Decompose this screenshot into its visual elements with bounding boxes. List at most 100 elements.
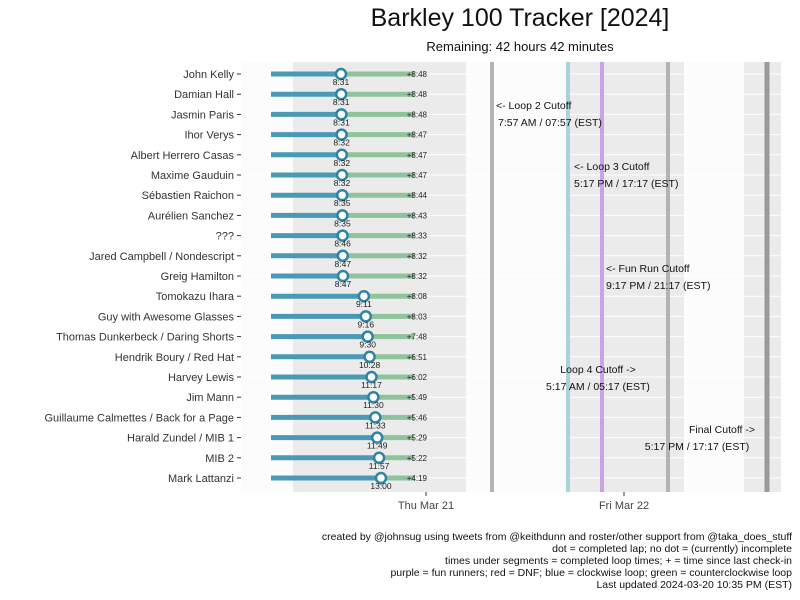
runner-name: Harvey Lewis: [168, 372, 235, 384]
checkin-label: +8:47: [407, 171, 428, 180]
loop-time-label: 8:31: [333, 97, 350, 107]
loop-time-label: 8:32: [333, 138, 350, 148]
cutoff-time: 5:17 PM / 17:17 (EST): [645, 441, 749, 453]
lap-dot: [369, 411, 382, 424]
lap-dot: [335, 108, 348, 121]
lap-dot: [367, 390, 380, 404]
checkin-label: +8:48: [407, 70, 428, 79]
loop-time-label: 9:16: [358, 319, 375, 329]
loop-time-label: 11:30: [363, 400, 384, 410]
cutoff-label: Final Cutoff ->: [689, 424, 755, 436]
cutoff-time: 5:17 PM / 17:17 (EST): [574, 178, 678, 190]
runner-name: Sébastien Raichon: [142, 190, 234, 202]
checkin-label: +4:19: [407, 474, 428, 483]
lap-dot: [374, 471, 388, 485]
runner-name: Damian Hall: [174, 89, 234, 101]
checkin-label: +5:22: [407, 454, 428, 463]
chart-title: Barkley 100 Tracker [2024]: [370, 4, 670, 32]
lap-dot: [361, 330, 374, 343]
runner-name: Ihor Verys: [184, 130, 234, 142]
cutoff-line: [566, 62, 570, 492]
checkin-label: +8:48: [407, 110, 428, 119]
runner-name: Albert Herrero Casas: [131, 150, 235, 162]
loop-time-label: 8:46: [334, 239, 351, 249]
runner-name: Jim Mann: [186, 392, 234, 404]
lap-dot: [335, 188, 349, 202]
lap-dot: [336, 229, 349, 242]
loop-time-label: 11:17: [361, 380, 382, 390]
loop-time-label: 13:00: [370, 481, 392, 491]
checkin-label: +8:03: [407, 312, 428, 321]
checkin-label: +5:29: [407, 434, 428, 443]
runner-name: Jasmin Paris: [171, 109, 234, 121]
lap-dot: [335, 148, 349, 162]
lap-dot: [335, 128, 348, 141]
checkin-label: +8:47: [407, 151, 428, 160]
loop-time-label: 11:49: [367, 441, 388, 451]
checkin-label: +8:48: [407, 90, 428, 99]
loop-time-label: 8:35: [334, 218, 351, 228]
runner-name: Maxime Gauduin: [151, 170, 234, 182]
loop-time-label: 8:35: [334, 198, 351, 208]
daylight-band: [684, 62, 744, 492]
checkin-label: +6:02: [407, 373, 428, 382]
cutoff-time: 9:17 PM / 21:17 (EST): [606, 280, 710, 292]
checkin-label: +8:32: [407, 252, 428, 261]
tracker-chart: Thu Mar 21 Fri Mar 22 8:31 +8:48 John Kelly…: [44, 62, 781, 512]
runner-name: Thomas Dunkerbeck / Daring Shorts: [56, 332, 234, 344]
x-tick-label: Fri Mar 22: [599, 500, 649, 512]
cutoff-line: [764, 62, 770, 492]
checkin-label: +5:46: [407, 413, 428, 422]
checkin-label: +8:32: [407, 272, 428, 281]
runner-name: Harald Zundel / MIB 1: [127, 433, 234, 445]
lap-dot: [357, 289, 371, 303]
footer-times-legend: times under segments = completed loop ti…: [445, 555, 792, 567]
loop-time-label: 8:47: [335, 259, 352, 269]
lap-dot: [372, 451, 386, 465]
lap-dot: [363, 350, 376, 364]
checkin-label: +8:43: [407, 211, 428, 220]
checkin-label: +6:51: [407, 353, 428, 362]
lap-dot: [334, 67, 348, 81]
footer-color-legend: purple = fun runners; red = DNF; blue = …: [390, 567, 792, 579]
footer-last-updated: Last updated 2024-03-20 10:35 PM (EST): [596, 579, 792, 591]
cutoff-line: [666, 62, 670, 492]
runner-name: John Kelly: [183, 69, 234, 81]
runner-name: Guy with Awesome Glasses: [98, 311, 235, 323]
runner-name: Jared Campbell / Nondescript: [89, 251, 234, 263]
cutoff-label: Loop 4 Cutoff ->: [560, 364, 635, 376]
checkin-label: +8:47: [407, 131, 428, 140]
runner-name: MIB 2: [205, 453, 234, 465]
footer-credit: created by @johnsug using tweets from @k…: [321, 531, 792, 543]
runner-name: Greig Hamilton: [161, 271, 234, 283]
runner-name: ???: [216, 231, 234, 243]
cutoff-time: 5:17 AM / 05:17 (EST): [546, 381, 650, 393]
cutoff-line: [600, 62, 604, 492]
checkin-label: +8:33: [407, 232, 428, 241]
lap-dot: [335, 168, 349, 182]
lap-dot: [336, 209, 349, 222]
footer-dot-legend: dot = completed lap; no dot = (currently…: [552, 543, 792, 555]
chart-subtitle: Remaining: 42 hours 42 minutes: [426, 39, 614, 54]
lap-dot: [334, 87, 348, 101]
runner-name: Tomokazu Ihara: [156, 291, 235, 303]
loop-time-label: 8:31: [333, 117, 350, 127]
lap-dot: [365, 370, 378, 384]
cutoff-time: 7:57 AM / 07:57 (EST): [498, 117, 602, 129]
cutoff-label: <- Loop 3 Cutoff: [574, 161, 649, 173]
loop-time-label: 9:11: [356, 299, 372, 309]
lap-dot: [336, 269, 350, 283]
cutoff-label: <- Fun Run Cutoff: [606, 263, 690, 275]
loop-time-label: 11:57: [369, 461, 390, 471]
runner-name: Aurélien Sanchez: [148, 210, 234, 222]
lap-dot: [359, 310, 373, 323]
loop-time-label: 8:31: [333, 77, 350, 87]
loop-time-label: 10:28: [359, 360, 381, 370]
checkin-label: +8:44: [407, 191, 428, 200]
runner-name: Hendrik Boury / Red Hat: [115, 352, 234, 364]
runner-name: Guillaume Calmettes / Back for a Page: [44, 412, 234, 424]
lap-dot: [336, 249, 350, 263]
loop-time-label: 8:32: [334, 158, 351, 168]
checkin-label: +7:48: [407, 333, 428, 342]
runner-name: Mark Lattanzi: [168, 473, 234, 485]
